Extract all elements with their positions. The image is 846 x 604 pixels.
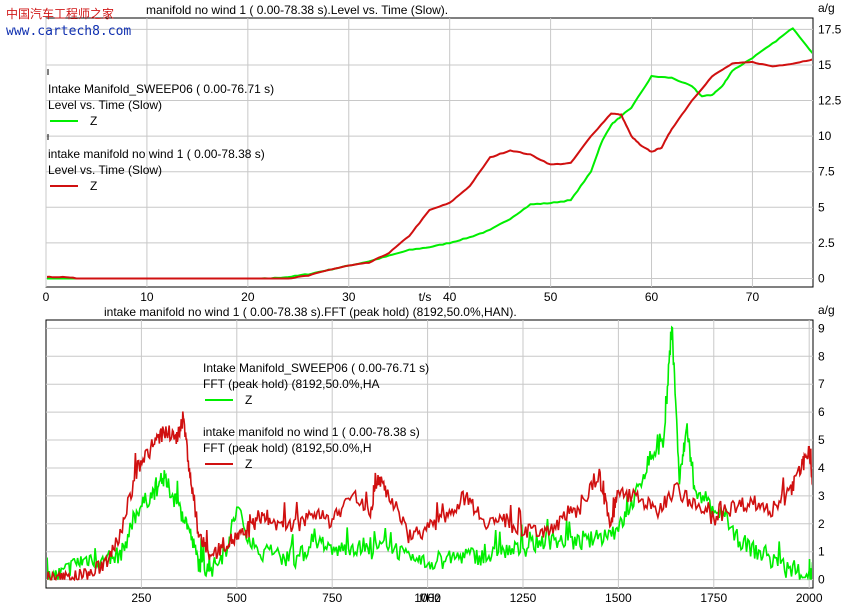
y-tick-label: 2.5 (818, 236, 835, 250)
legend-subtitle: FFT (peak hold) (8192,50.0%,H (203, 441, 372, 455)
legend-entry-2: intake manifold no wind 1 ( 0.00-78.38 s… (47, 134, 265, 193)
y-tick-label: 0 (818, 271, 825, 285)
legend-title: intake manifold no wind 1 ( 0.00-78.38 s… (203, 425, 420, 439)
watermark-url: www.cartech8.com (6, 24, 132, 39)
legend-series-name: Z (245, 393, 252, 407)
x-tick-label: 40 (443, 290, 457, 304)
x-tick-label: 1500 (605, 591, 632, 604)
legend-subtitle: Level vs. Time (Slow) (48, 98, 162, 112)
site-watermark: 中国汽车工程师之家 www.cartech8.com (6, 5, 131, 41)
series-line-red (47, 411, 812, 582)
y-tick-label: 7.5 (818, 165, 835, 179)
chart-header: manifold no wind 1 ( 0.00-78.38 s).Level… (146, 3, 448, 17)
y-tick-label: 6 (818, 405, 825, 419)
y-tick-label: 5 (818, 200, 825, 214)
legend-series-name: Z (90, 179, 97, 193)
y-axis-label: a/g (818, 1, 835, 15)
plot-area (45, 17, 814, 288)
y-tick-label: 8 (818, 349, 825, 363)
x-tick-label: 250 (131, 591, 151, 604)
y-tick-label: 17.5 (818, 22, 842, 36)
legend-subtitle: Level vs. Time (Slow) (48, 163, 162, 177)
x-tick-label: 2000 (796, 591, 823, 604)
chart-panel-2: 250 500 750 1000 1250 1500 1750 2000 f/Hz 0 1 2 3 4 5 6… (45, 303, 835, 604)
legend-title: intake manifold no wind 1 ( 0.00-78.38 s… (48, 147, 265, 161)
x-tick-label: 20 (241, 290, 255, 304)
legend-entry-2: intake manifold no wind 1 ( 0.00-78.38 s… (203, 425, 420, 471)
y-tick-label: 5 (818, 433, 825, 447)
plot-area (45, 319, 814, 589)
x-axis-label: f/Hz (419, 591, 440, 604)
legend-series-name: Z (245, 457, 252, 471)
y-tick-label: 12.5 (818, 94, 842, 108)
y-tick-label: 10 (818, 129, 832, 143)
x-tick-label: 70 (746, 290, 760, 304)
y-tick-label: 4 (818, 461, 825, 475)
x-tick-label: 1000 (414, 591, 441, 604)
y-tick-label: 0 (818, 573, 825, 587)
series-line-green (47, 325, 812, 581)
series-line-red (47, 58, 812, 280)
y-tick-label: 15 (818, 58, 832, 72)
y-axis-label: a/g (818, 303, 835, 317)
legend-subtitle: FFT (peak hold) (8192,50.0%,HA (203, 377, 380, 391)
x-tick-label: 60 (645, 290, 659, 304)
chart-header: intake manifold no wind 1 ( 0.00-78.38 s… (104, 305, 517, 319)
y-tick-label: 2 (818, 517, 825, 531)
x-axis-label: t/s (419, 290, 432, 304)
x-tick-label: 500 (227, 591, 247, 604)
legend-series-name: Z (90, 114, 97, 128)
legend-entry-1: Intake Manifold_SWEEP06 ( 0.00-76.71 s) L… (47, 69, 274, 128)
watermark-chinese-text: 中国汽车工程师之家 (6, 7, 115, 21)
x-tick-label: 1250 (510, 591, 537, 604)
x-tick-label: 10 (140, 290, 154, 304)
y-tick-label: 1 (818, 545, 825, 559)
y-tick-label: 3 (818, 489, 825, 503)
x-tick-label: 30 (342, 290, 356, 304)
y-tick-label: 9 (818, 321, 825, 335)
x-tick-label: 1750 (700, 591, 727, 604)
x-tick-label: 750 (322, 591, 342, 604)
x-tick-label: 0 (43, 290, 50, 304)
series-line-green (47, 27, 812, 280)
legend-title: Intake Manifold_SWEEP06 ( 0.00-76.71 s) (203, 361, 429, 375)
chart-panel-1: 0 10 20 30 40 50 60 70 t/s 0 2.5 5 7.5 10 12.5 15 17.5 a/… (43, 1, 842, 304)
legend-title: Intake Manifold_SWEEP06 ( 0.00-76.71 s) (48, 82, 274, 96)
x-tick-label: 50 (544, 290, 558, 304)
y-tick-label: 7 (818, 377, 825, 391)
legend-entry-1: Intake Manifold_SWEEP06 ( 0.00-76.71 s) F… (203, 361, 429, 407)
